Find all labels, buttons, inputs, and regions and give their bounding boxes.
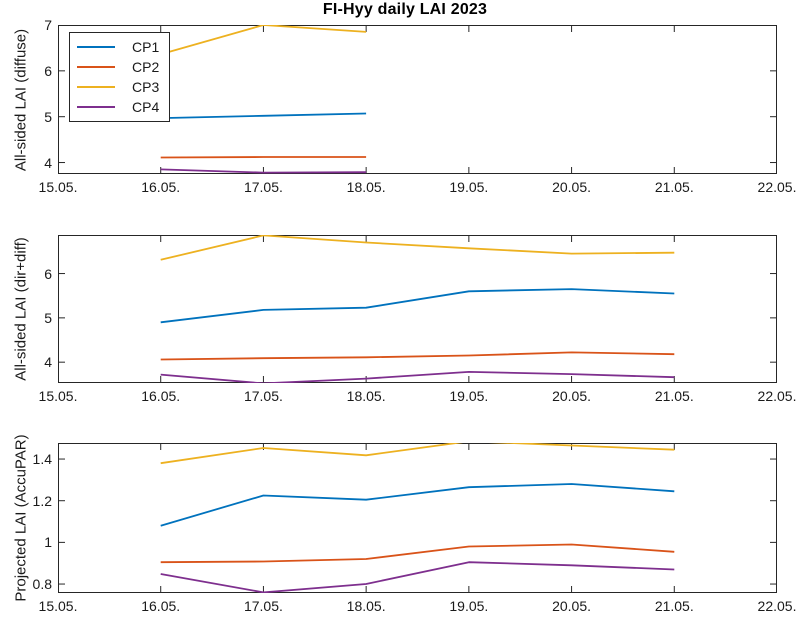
figure-title: FI-Hyy daily LAI 2023: [322, 1, 488, 18]
x-tick-label: 22.05.: [757, 598, 797, 614]
series-line-CP2: [160, 351, 675, 361]
ylabel-diffuse: All-sided LAI (diffuse): [12, 28, 30, 172]
series-line-CP3: [160, 25, 367, 56]
legend-label: CP1: [132, 39, 160, 55]
x-tick-label: 17.05.: [243, 388, 283, 404]
legend-line-sample: [77, 46, 115, 48]
x-tick-label: 22.05.: [757, 388, 797, 404]
legend-label: CP4: [132, 99, 160, 115]
legend: CP1 CP2 CP3 CP4: [69, 32, 170, 122]
legend-item-CP1: CP1: [70, 37, 169, 57]
x-tick-label: 18.05.: [346, 598, 386, 614]
plot-panel-bottom: [58, 443, 777, 593]
x-tick-label: 21.05.: [654, 179, 694, 195]
y-tick-label: 5: [44, 309, 52, 326]
x-tick-label: 22.05.: [757, 179, 797, 195]
legend-line-sample: [77, 106, 115, 108]
legend-line-sample: [77, 86, 115, 88]
plot-panel-middle: [58, 235, 777, 383]
legend-item-CP4: CP4: [70, 97, 169, 117]
x-tick-label: 21.05.: [654, 598, 694, 614]
series-line-CP2: [160, 543, 675, 564]
x-tick-label: 19.05.: [449, 598, 489, 614]
plot-area-top: [58, 25, 777, 174]
x-tick-label: 15.05.: [38, 179, 78, 195]
y-tick-label: 5: [44, 108, 52, 125]
x-tick-label: 17.05.: [243, 598, 283, 614]
y-tick-label: 1: [44, 534, 52, 551]
x-tick-label: 19.05.: [449, 179, 489, 195]
y-tick-label: 7: [44, 17, 52, 33]
plot-area-bottom: [58, 443, 777, 593]
axes-frame: [58, 443, 777, 593]
x-tick-label: 20.05.: [552, 388, 592, 404]
x-tick-label: 16.05.: [141, 179, 181, 195]
x-tick-label: 16.05.: [141, 388, 181, 404]
x-tick-label: 15.05.: [38, 598, 78, 614]
x-tick-label: 18.05.: [346, 388, 386, 404]
x-tick-label: 21.05.: [654, 388, 694, 404]
y-tick-label: 4: [44, 354, 52, 371]
y-tick-label: 6: [44, 62, 52, 79]
legend-item-CP2: CP2: [70, 57, 169, 77]
x-tick-label: 20.05.: [552, 598, 592, 614]
x-tick-label: 15.05.: [38, 388, 78, 404]
x-tick-label: 18.05.: [346, 179, 386, 195]
y-tick-label: 0.8: [32, 576, 52, 593]
series-line-CP1: [160, 288, 675, 324]
x-tick-label: 17.05.: [243, 179, 283, 195]
legend-item-CP3: CP3: [70, 77, 169, 97]
legend-label: CP3: [132, 79, 160, 95]
y-tick-label: 6: [44, 265, 52, 282]
plot-area-middle: [58, 235, 777, 383]
series-line-CP1: [160, 483, 675, 527]
legend-line-sample: [77, 66, 115, 68]
y-tick-label: 1.4: [32, 451, 52, 468]
axes-frame: [58, 235, 777, 383]
y-tick-label: 4: [44, 154, 52, 171]
series-line-CP3: [160, 235, 675, 261]
series-line-CP4: [160, 370, 675, 383]
series-line-CP3: [160, 443, 675, 465]
x-tick-label: 20.05.: [552, 179, 592, 195]
series-line-CP4: [160, 168, 367, 174]
legend-label: CP2: [132, 59, 160, 75]
series-line-CP2: [160, 156, 367, 159]
series-line-CP1: [160, 112, 367, 119]
series-line-CP4: [160, 561, 675, 593]
plot-panel-top: [58, 25, 777, 174]
x-tick-label: 16.05.: [141, 598, 181, 614]
y-tick-label: 1.2: [32, 492, 52, 509]
axes-frame: [58, 25, 777, 174]
x-tick-label: 19.05.: [449, 388, 489, 404]
